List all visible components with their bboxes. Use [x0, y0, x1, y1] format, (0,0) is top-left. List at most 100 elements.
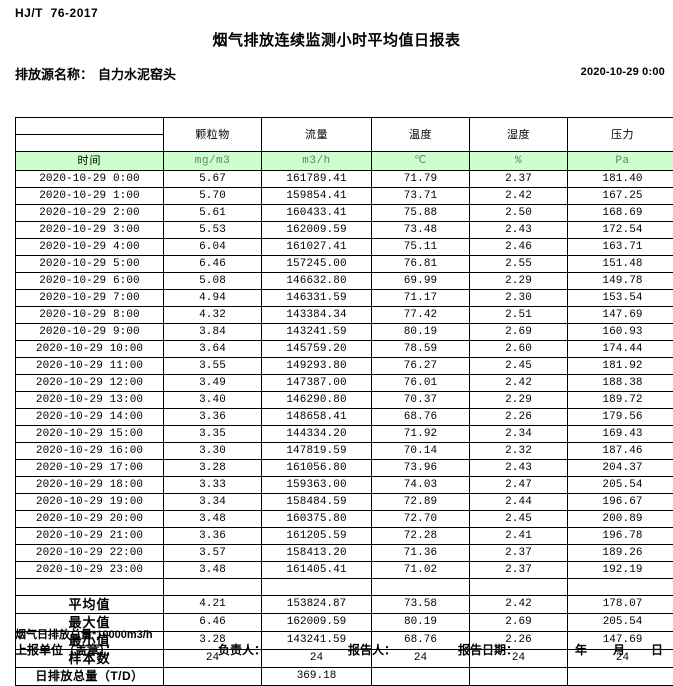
cell-value-2: 76.01 — [372, 375, 470, 392]
cell-value-1: 144334.20 — [262, 426, 372, 443]
cell-value-3: 2.37 — [470, 545, 568, 562]
cell-value-1: 160433.41 — [262, 205, 372, 222]
table-head: 颗粒物 流量 温度 湿度 压力 时间 mg/m3 m3/h ℃ % Pa — [16, 118, 673, 171]
month-label: 月 — [613, 641, 625, 658]
header-param-1: 流量 — [262, 118, 372, 152]
cell-value-4: 153.54 — [568, 290, 673, 307]
cell-time: 2020-10-29 20:00 — [16, 511, 164, 528]
cell-value-0: 5.67 — [164, 171, 262, 188]
cell-value-2: 75.88 — [372, 205, 470, 222]
cell-value-0: 3.33 — [164, 477, 262, 494]
cell-value-4: 160.93 — [568, 324, 673, 341]
source-label: 排放源名称： — [15, 64, 93, 83]
cell-value-1: 161027.41 — [262, 239, 372, 256]
summary-value-4: 205.54 — [568, 614, 673, 632]
cell-value-4: 168.69 — [568, 205, 673, 222]
cell-value-4: 196.67 — [568, 494, 673, 511]
summary-value-1: 162009.59 — [262, 614, 372, 632]
cell-time: 2020-10-29 18:00 — [16, 477, 164, 494]
cell-time: 2020-10-29 0:00 — [16, 171, 164, 188]
footnote: 烟气日排放总量*10000m3/h — [15, 626, 153, 642]
cell-value-1: 158413.20 — [262, 545, 372, 562]
cell-value-1: 158484.59 — [262, 494, 372, 511]
cell-value-0: 5.70 — [164, 188, 262, 205]
cell-value-1: 160375.80 — [262, 511, 372, 528]
cell-value-3: 2.46 — [470, 239, 568, 256]
cell-value-2: 73.96 — [372, 460, 470, 477]
cell-value-4: 149.78 — [568, 273, 673, 290]
spacer-cell — [372, 579, 470, 596]
cell-value-1: 143241.59 — [262, 324, 372, 341]
units-row: 时间 mg/m3 m3/h ℃ % Pa — [16, 152, 673, 171]
spacer-cell — [262, 579, 372, 596]
cell-value-2: 73.71 — [372, 188, 470, 205]
cell-time: 2020-10-29 23:00 — [16, 562, 164, 579]
cell-time: 2020-10-29 17:00 — [16, 460, 164, 477]
report-date-label: 报告日期： — [458, 641, 518, 658]
cell-value-1: 148658.41 — [262, 409, 372, 426]
cell-value-1: 146290.80 — [262, 392, 372, 409]
cell-value-0: 6.04 — [164, 239, 262, 256]
cell-value-2: 73.48 — [372, 222, 470, 239]
cell-value-2: 76.27 — [372, 358, 470, 375]
cell-value-0: 4.32 — [164, 307, 262, 324]
cell-time: 2020-10-29 19:00 — [16, 494, 164, 511]
cell-value-3: 2.41 — [470, 528, 568, 545]
header-unit-4: Pa — [568, 152, 673, 171]
cell-value-3: 2.42 — [470, 375, 568, 392]
summary-value-4: 178.07 — [568, 596, 673, 614]
cell-value-3: 2.60 — [470, 341, 568, 358]
cell-time: 2020-10-29 5:00 — [16, 256, 164, 273]
cell-value-0: 3.49 — [164, 375, 262, 392]
source-value: 自力水泥窑头 — [98, 64, 176, 83]
cell-value-0: 5.08 — [164, 273, 262, 290]
summary-label: 日排放总量（T/D） — [16, 668, 164, 686]
header-unit-1: m3/h — [262, 152, 372, 171]
header-unit-0: mg/m3 — [164, 152, 262, 171]
cell-value-4: 205.54 — [568, 477, 673, 494]
header-corner-top — [16, 118, 164, 135]
summary-value-2 — [372, 668, 470, 686]
cell-value-0: 3.34 — [164, 494, 262, 511]
cell-value-0: 5.53 — [164, 222, 262, 239]
summary-value-1: 153824.87 — [262, 596, 372, 614]
summary-row: 日排放总量（T/D）369.18 — [16, 668, 673, 686]
summary-value-2: 73.58 — [372, 596, 470, 614]
cell-value-0: 6.46 — [164, 256, 262, 273]
cell-value-3: 2.47 — [470, 477, 568, 494]
cell-time: 2020-10-29 8:00 — [16, 307, 164, 324]
cell-value-2: 72.89 — [372, 494, 470, 511]
cell-value-4: 179.56 — [568, 409, 673, 426]
cell-value-3: 2.50 — [470, 205, 568, 222]
report-page: HJ/T 76-2017 烟气排放连续监测小时平均值日报表 排放源名称： 自力水… — [0, 0, 673, 661]
cell-value-2: 77.42 — [372, 307, 470, 324]
source-row: 排放源名称： 自力水泥窑头 2020-10-29 0:00 — [0, 64, 673, 84]
cell-value-0: 3.57 — [164, 545, 262, 562]
cell-value-0: 3.28 — [164, 460, 262, 477]
cell-value-3: 2.45 — [470, 358, 568, 375]
cell-time: 2020-10-29 6:00 — [16, 273, 164, 290]
cell-value-1: 161405.41 — [262, 562, 372, 579]
cell-time: 2020-10-29 7:00 — [16, 290, 164, 307]
cell-value-1: 161056.80 — [262, 460, 372, 477]
cell-value-2: 80.19 — [372, 324, 470, 341]
header-unit-2: ℃ — [372, 152, 470, 171]
summary-value-3 — [470, 668, 568, 686]
cell-value-3: 2.32 — [470, 443, 568, 460]
summary-value-4 — [568, 668, 673, 686]
cell-value-2: 70.14 — [372, 443, 470, 460]
standard-code: HJ/T 76-2017 — [15, 6, 98, 20]
cell-value-4: 196.78 — [568, 528, 673, 545]
report-table-wrap: 颗粒物 流量 温度 湿度 压力 时间 mg/m3 m3/h ℃ % Pa — [15, 117, 657, 686]
cell-value-2: 78.59 — [372, 341, 470, 358]
cell-value-0: 3.84 — [164, 324, 262, 341]
